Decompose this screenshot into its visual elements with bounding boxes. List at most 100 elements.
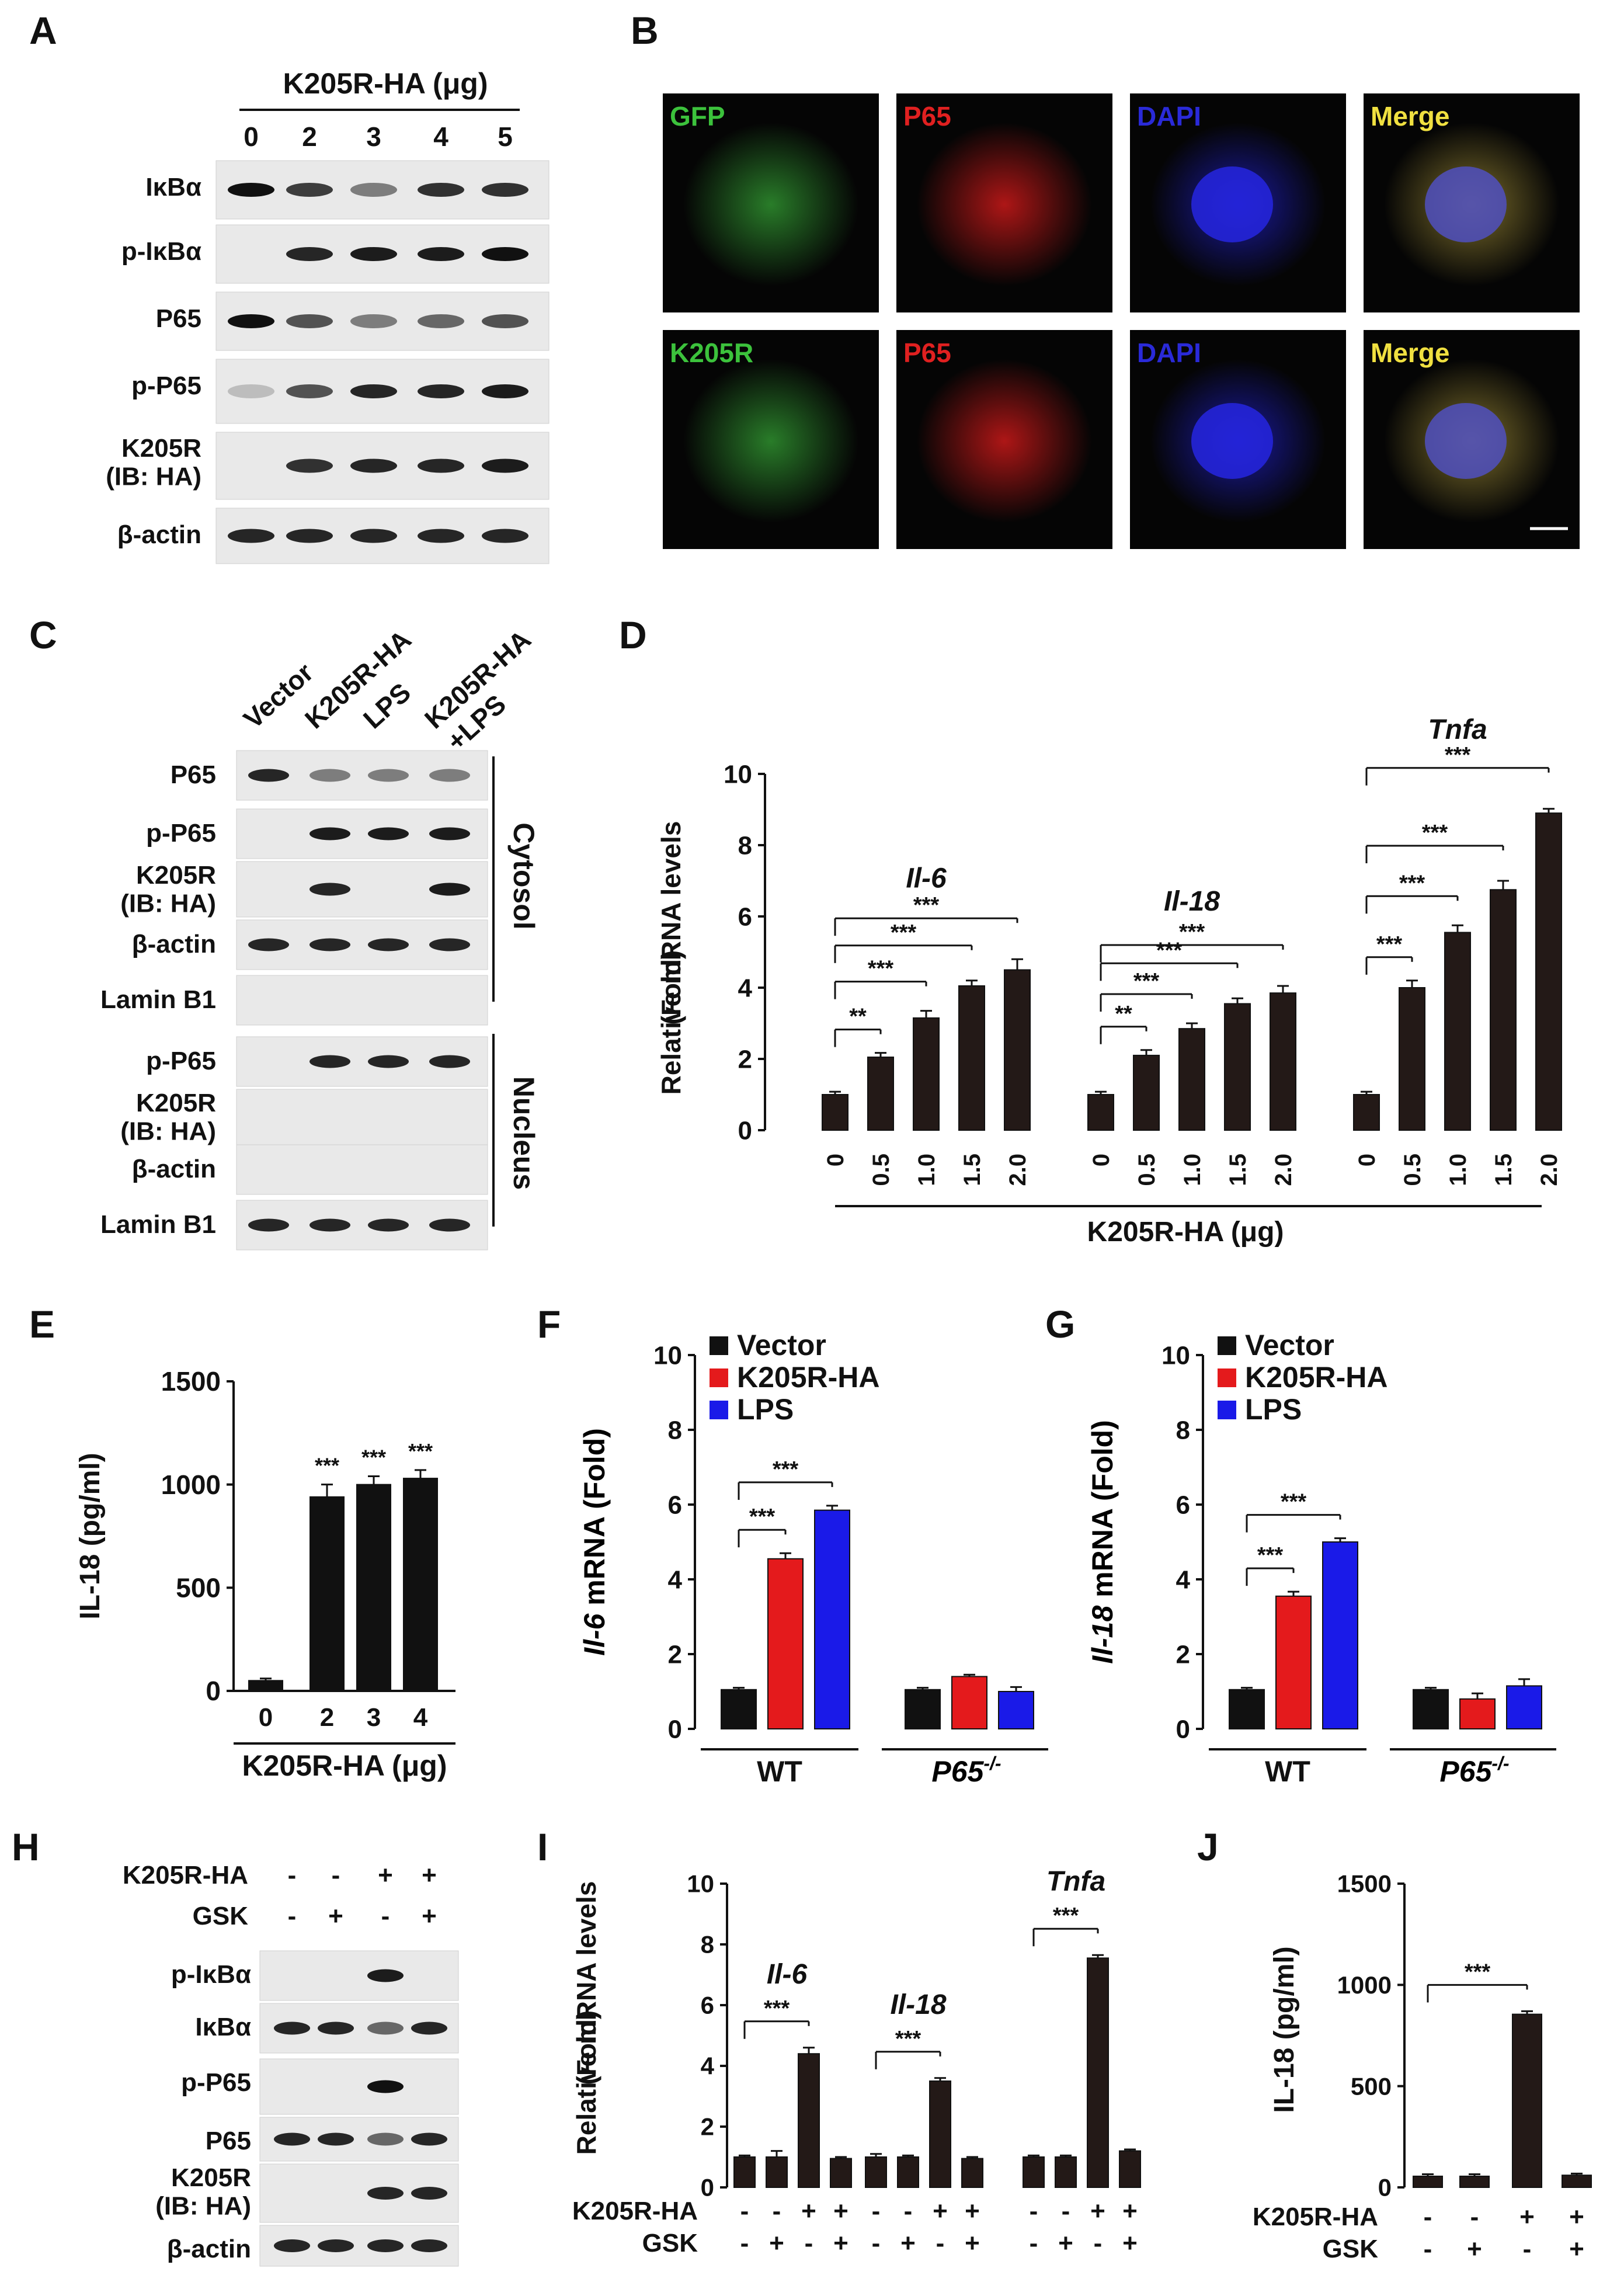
sig-label: *** [315, 1454, 339, 1478]
bar [1444, 932, 1471, 1131]
blot-band [318, 2132, 354, 2146]
panel-letters: A B C D E F G H I J [12, 9, 1219, 1868]
blot-band [418, 459, 464, 473]
bar [1023, 2156, 1045, 2188]
condition-sign: - [773, 2197, 781, 2225]
condition-sign: + [769, 2229, 784, 2257]
blot-band [286, 459, 333, 473]
blot-band [286, 529, 333, 543]
bar [865, 2156, 887, 2188]
y-axis-label-italic: Il-18 [1086, 1606, 1119, 1664]
sig-label: *** [913, 893, 940, 918]
bar [356, 1484, 391, 1692]
blot-band [350, 314, 397, 328]
condition-sign: + [801, 2197, 816, 2225]
blot-row-label: β-actin [132, 930, 216, 958]
condition-label: K205R-HA [572, 2197, 698, 2225]
lane-label: 0 [244, 121, 259, 152]
blot-row-label: P65 [171, 760, 216, 789]
y-tick-label: 2 [701, 2113, 714, 2141]
blot-band [228, 183, 274, 197]
blot-band [367, 2187, 404, 2200]
y-axis-label-italic: Il-6 [578, 1613, 611, 1655]
condition-sign: + [422, 1861, 437, 1889]
condition-sign: + [900, 2229, 916, 2257]
blot-band [367, 2080, 404, 2093]
condition-sign: - [332, 1861, 340, 1889]
panel-g-chart: 0 2 4 6 8 10 Il-18 mRNA (Fold) VectorK205R-HALP… [1086, 1329, 1556, 1788]
y-axis-label: (Fold) [571, 2010, 601, 2085]
sig-label: *** [1179, 920, 1205, 944]
channel-label: P65 [903, 101, 951, 131]
gene-label: Il-6 [767, 1959, 808, 1990]
channel-label: P65 [903, 338, 951, 368]
blot-band [429, 1218, 470, 1232]
gene-label: Il-6 [906, 863, 947, 894]
blot-band [318, 2021, 354, 2035]
panel-h-western-blot: K205R-HA - - + + GSK - + - + p-IκBα IκBα p-P65 P65 K20… [123, 1861, 459, 2267]
x-tick-label: 1.0 [1445, 1154, 1471, 1186]
blot-row-label: P65 [206, 2127, 251, 2155]
bar [1562, 2175, 1592, 2188]
lane-label: Vector [238, 657, 319, 735]
x-group-label: P65-/- [931, 1753, 1001, 1788]
lane-label: 4 [433, 121, 448, 152]
panel-b-microscopy: GFP P65 DAPI Merge K205R P65 DAPI Merge [663, 93, 1580, 549]
y-tick-label: 8 [1176, 1416, 1190, 1444]
panel-letter-j: J [1197, 1825, 1219, 1868]
x-group-label-base: P65 [1439, 1755, 1492, 1788]
condition-sign: - [872, 2197, 881, 2225]
x-group-label: WT [1265, 1755, 1310, 1788]
condition-label: GSK [642, 2229, 698, 2257]
blot-row-label: P65 [156, 304, 201, 333]
blot-band [248, 1218, 289, 1232]
panel-letter-f: F [537, 1302, 561, 1346]
y-axis-label: Il-18 mRNA (Fold) [1086, 1420, 1119, 1664]
blot-band [368, 1055, 409, 1068]
blot-band [367, 2132, 404, 2146]
blot-band [411, 2239, 447, 2252]
bar [1229, 1689, 1265, 1730]
condition-sign: - [288, 1861, 297, 1889]
x-tick-label: 1.5 [959, 1154, 985, 1186]
y-tick-label: 8 [668, 1416, 682, 1444]
blot-row-label: β-actin [117, 520, 201, 549]
condition-sign: + [1122, 2197, 1138, 2225]
gene-label: Tnfa [1046, 1866, 1105, 1897]
blot-row-label: Lamin B1 [100, 1210, 216, 1239]
lane-label: 5 [498, 121, 513, 152]
bar [1535, 812, 1562, 1131]
x-group-label-base: P65 [931, 1755, 984, 1788]
condition-sign: + [1122, 2229, 1138, 2257]
sig-label: *** [361, 1446, 386, 1470]
y-axis-label: Relative mRNA levels [571, 1881, 601, 2155]
cell-signal [683, 123, 858, 286]
sig-label: ** [1115, 1002, 1132, 1026]
bar [1119, 2150, 1141, 2189]
x-tick-label: 4 [413, 1703, 428, 1732]
panel-i-chart: 0 2 4 6 8 10 Relative mRNA levels(Fold) *** Il-6… [571, 1866, 1141, 2257]
x-axis-label: K205R-HA (μg) [1087, 1217, 1284, 1248]
y-tick-label: 0 [1378, 2174, 1392, 2201]
panel-letter-h: H [12, 1825, 40, 1868]
y-axis-label-rest: mRNA (Fold) [1086, 1420, 1119, 1606]
bar [767, 1558, 804, 1730]
blot-band [286, 183, 333, 197]
bar [1506, 1685, 1542, 1729]
bar [766, 2156, 788, 2188]
bar [733, 2156, 756, 2188]
sig-label: *** [749, 1505, 776, 1529]
blot-row-label: K205R [171, 2163, 251, 2192]
sig-label: *** [1156, 938, 1183, 963]
bar [721, 1689, 757, 1730]
sig-label: *** [1053, 1904, 1079, 1928]
blot-band [418, 247, 464, 261]
bar [1459, 1698, 1496, 1730]
condition-sign: - [1030, 2229, 1038, 2257]
blot-row-label: K205R [121, 434, 201, 463]
condition-sign: + [422, 1902, 437, 1930]
condition-sign: + [933, 2197, 948, 2225]
condition-label: GSK [193, 1902, 249, 1930]
lane-label: 3 [366, 121, 381, 152]
